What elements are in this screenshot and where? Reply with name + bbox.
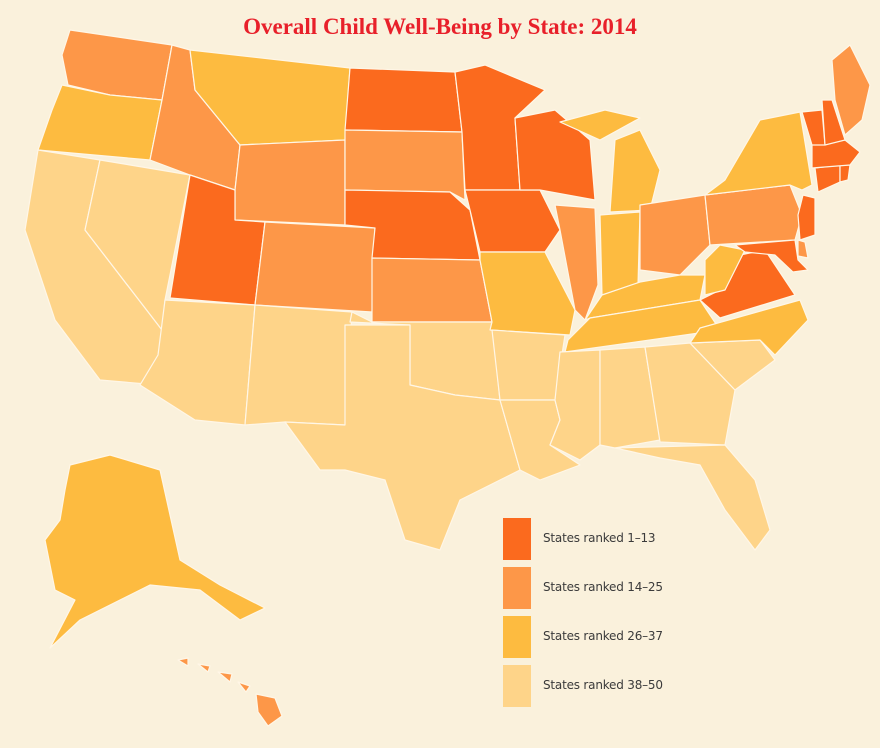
state-ga[interactable]: [644, 342, 736, 446]
state-me[interactable]: [831, 44, 871, 136]
state-sd[interactable]: [344, 129, 466, 201]
legend-swatch: [503, 665, 531, 707]
state-ct[interactable]: [814, 164, 841, 193]
state-nm[interactable]: [244, 304, 353, 426]
state-md[interactable]: [734, 239, 809, 273]
state-in[interactable]: [599, 211, 641, 296]
state-tx[interactable]: [284, 324, 521, 551]
legend-label: States ranked 38–50: [543, 678, 663, 692]
legend-label: States ranked 1–13: [543, 531, 656, 545]
map-title: Overall Child Well-Being by State: 2014: [243, 14, 637, 39]
state-wi[interactable]: [514, 109, 596, 201]
state-nh[interactable]: [821, 99, 846, 146]
state-al[interactable]: [599, 346, 661, 449]
state-co[interactable]: [254, 221, 376, 313]
state-oh[interactable]: [639, 194, 711, 276]
state-nc[interactable]: [689, 299, 809, 356]
legend-swatch: [503, 616, 531, 658]
state-vt[interactable]: [801, 109, 826, 146]
state-nj[interactable]: [797, 194, 816, 241]
state-wy[interactable]: [234, 139, 346, 226]
state-fl[interactable]: [614, 444, 771, 551]
state-ks[interactable]: [371, 257, 493, 323]
state-hi[interactable]: [177, 657, 283, 727]
state-ny[interactable]: [704, 111, 813, 196]
state-mo[interactable]: [479, 251, 576, 336]
state-ia[interactable]: [464, 189, 561, 253]
state-ar[interactable]: [491, 329, 566, 401]
state-ri[interactable]: [839, 164, 851, 183]
legend-swatch: [503, 567, 531, 609]
state-pa[interactable]: [704, 184, 803, 246]
legend-label: States ranked 26–37: [543, 629, 663, 643]
state-mi[interactable]: [559, 109, 661, 213]
state-tn[interactable]: [564, 299, 721, 353]
legend-label: States ranked 14–25: [543, 580, 663, 594]
state-nd[interactable]: [344, 67, 463, 133]
legend-swatch: [503, 518, 531, 560]
state-ak[interactable]: [44, 454, 266, 649]
state-de[interactable]: [797, 239, 809, 259]
